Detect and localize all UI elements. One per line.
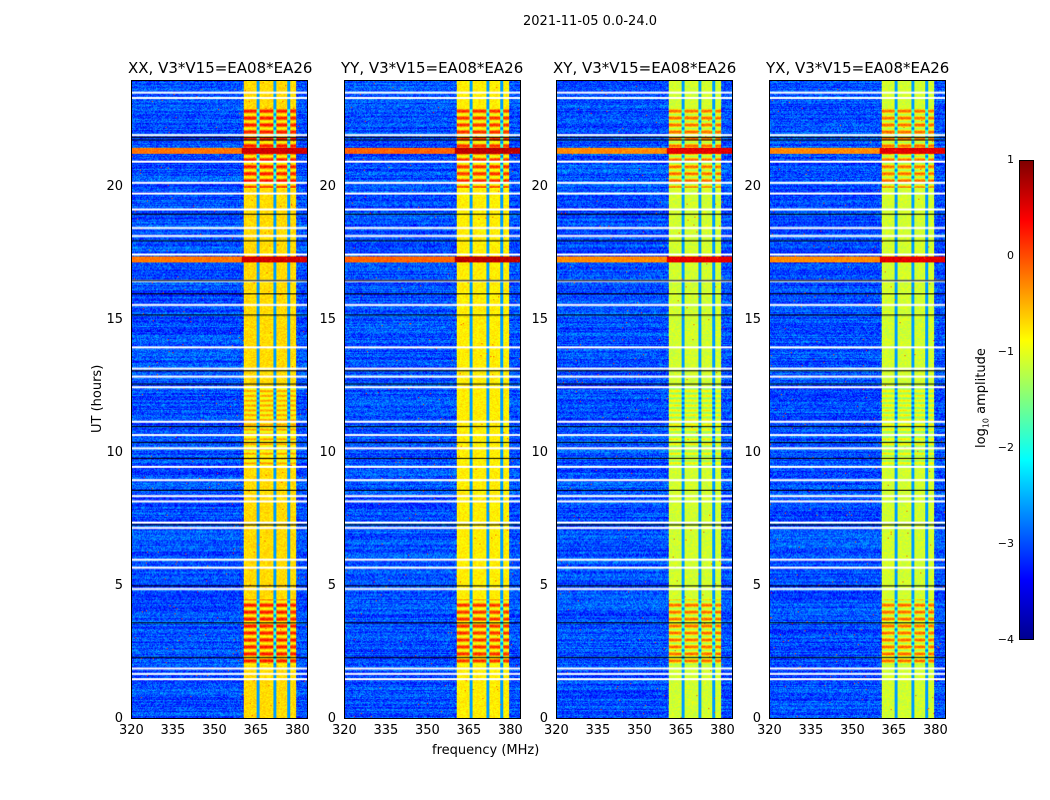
heatmap-canvas [132, 81, 307, 718]
y-tick-label: 15 [319, 311, 336, 327]
spectrogram-panel [344, 80, 521, 719]
heatmap-canvas [345, 81, 520, 718]
x-tick-label: 320 [119, 723, 144, 738]
y-tick-label: 5 [114, 577, 123, 593]
x-tick-label: 365 [456, 723, 482, 738]
y-tick-label: 20 [531, 178, 548, 194]
colorbar-tick-label: −4 [997, 633, 1014, 646]
colorbar-tick-label: 1 [1007, 153, 1014, 166]
y-tick-label: 5 [752, 577, 761, 593]
heatmap-canvas [557, 81, 732, 718]
colorbar-label: log10 amplitude [974, 348, 991, 448]
colorbar-tick-label: −3 [997, 537, 1014, 550]
x-tick-label: 350 [414, 723, 440, 738]
x-tick-label: 380 [284, 723, 310, 738]
spectrogram-panel [556, 80, 733, 719]
y-tick-label: 15 [531, 311, 548, 327]
y-tick-label: 5 [327, 577, 336, 593]
y-tick-label: 15 [744, 311, 761, 327]
y-tick-label: 20 [744, 178, 761, 194]
colorbar-tick-label: −2 [997, 441, 1014, 454]
y-tick-label: 10 [106, 444, 123, 460]
y-tick-label: 10 [744, 444, 761, 460]
y-tick-label: 5 [539, 577, 548, 593]
y-tick-label: 0 [114, 711, 123, 726]
x-tick-label: 350 [201, 723, 227, 738]
x-tick-label: 320 [544, 723, 569, 738]
panel-title: XX, V3*V15=EA08*EA26 [128, 59, 313, 77]
x-axis-label: frequency (MHz) [432, 743, 540, 758]
x-tick-label: 380 [922, 723, 948, 738]
spectrogram-panel [131, 80, 308, 719]
spectrogram-panel [769, 80, 946, 719]
panel-title: YY, V3*V15=EA08*EA26 [341, 59, 524, 77]
x-tick-label: 335 [373, 723, 399, 738]
x-tick-label: 335 [585, 723, 611, 738]
panel-title: XY, V3*V15=EA08*EA26 [553, 59, 737, 77]
x-tick-label: 335 [798, 723, 824, 738]
heatmap-canvas [770, 81, 945, 718]
x-tick-label: 335 [160, 723, 186, 738]
panel-title: YX, V3*V15=EA08*EA26 [766, 59, 950, 77]
y-tick-label: 0 [752, 711, 761, 726]
y-tick-label: 0 [327, 711, 336, 726]
x-tick-label: 380 [497, 723, 523, 738]
x-tick-label: 350 [626, 723, 652, 738]
y-axis-label: UT (hours) [90, 364, 105, 433]
y-tick-label: 15 [106, 311, 123, 327]
y-tick-label: 10 [531, 444, 548, 460]
colorbar [1019, 160, 1034, 640]
x-tick-label: 365 [881, 723, 907, 738]
x-tick-label: 320 [332, 723, 357, 738]
x-tick-label: 380 [709, 723, 735, 738]
x-tick-label: 365 [668, 723, 694, 738]
y-tick-label: 0 [539, 711, 548, 726]
x-tick-label: 320 [757, 723, 782, 738]
y-tick-label: 20 [319, 178, 336, 194]
x-tick-label: 350 [839, 723, 865, 738]
y-tick-label: 10 [319, 444, 336, 460]
colorbar-tick-label: −1 [997, 345, 1014, 358]
figure-title: 2021-11-05 0.0-24.0 [523, 14, 657, 29]
colorbar-tick-label: 0 [1007, 249, 1014, 262]
y-tick-label: 20 [106, 178, 123, 194]
x-tick-label: 365 [243, 723, 269, 738]
